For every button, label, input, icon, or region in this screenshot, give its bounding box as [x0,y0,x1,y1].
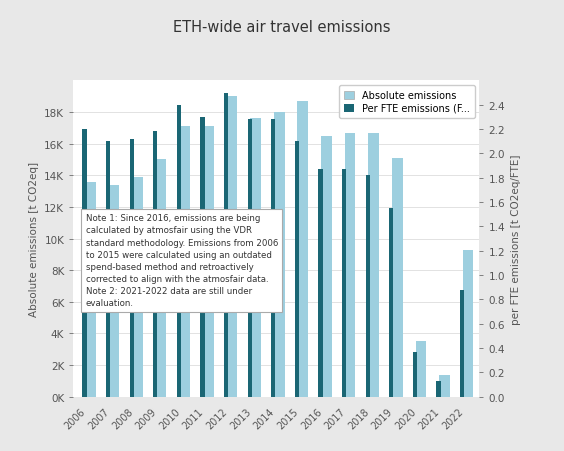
Bar [156,160,166,397]
Bar [462,250,473,397]
Bar [153,132,157,397]
Bar [439,375,450,397]
Bar [271,120,275,397]
Bar [274,113,284,397]
Y-axis label: per FTE emissions [t CO2eq/FTE]: per FTE emissions [t CO2eq/FTE] [510,154,521,324]
Bar [460,290,464,397]
Bar [203,127,214,397]
Bar [200,118,205,397]
Bar [179,127,190,397]
Text: Note 1: Since 2016, emissions are being
calculated by atmosfair using the VDR
st: Note 1: Since 2016, emissions are being … [86,214,278,308]
Bar [250,119,261,397]
Bar [177,106,181,397]
Bar [297,101,308,397]
Bar [321,136,332,397]
Bar [342,170,346,397]
Bar [248,120,252,397]
Bar [413,352,417,397]
Bar [392,158,403,397]
Bar [437,381,440,397]
Bar [295,142,299,397]
Bar [106,142,110,397]
Bar [85,182,96,397]
Bar [319,170,323,397]
Bar [416,342,426,397]
Bar [132,177,143,397]
Bar [389,209,394,397]
Y-axis label: Absolute emissions [t CO2eq]: Absolute emissions [t CO2eq] [29,161,39,317]
Bar [368,133,379,397]
Bar [109,185,119,397]
Bar [82,130,86,397]
Bar [227,97,237,397]
Legend: Absolute emissions, Per FTE emissions (F...: Absolute emissions, Per FTE emissions (F… [340,86,474,119]
Text: ETH-wide air travel emissions: ETH-wide air travel emissions [173,19,391,35]
Bar [365,176,370,397]
Bar [130,139,134,397]
Bar [224,93,228,397]
Bar [345,133,355,397]
